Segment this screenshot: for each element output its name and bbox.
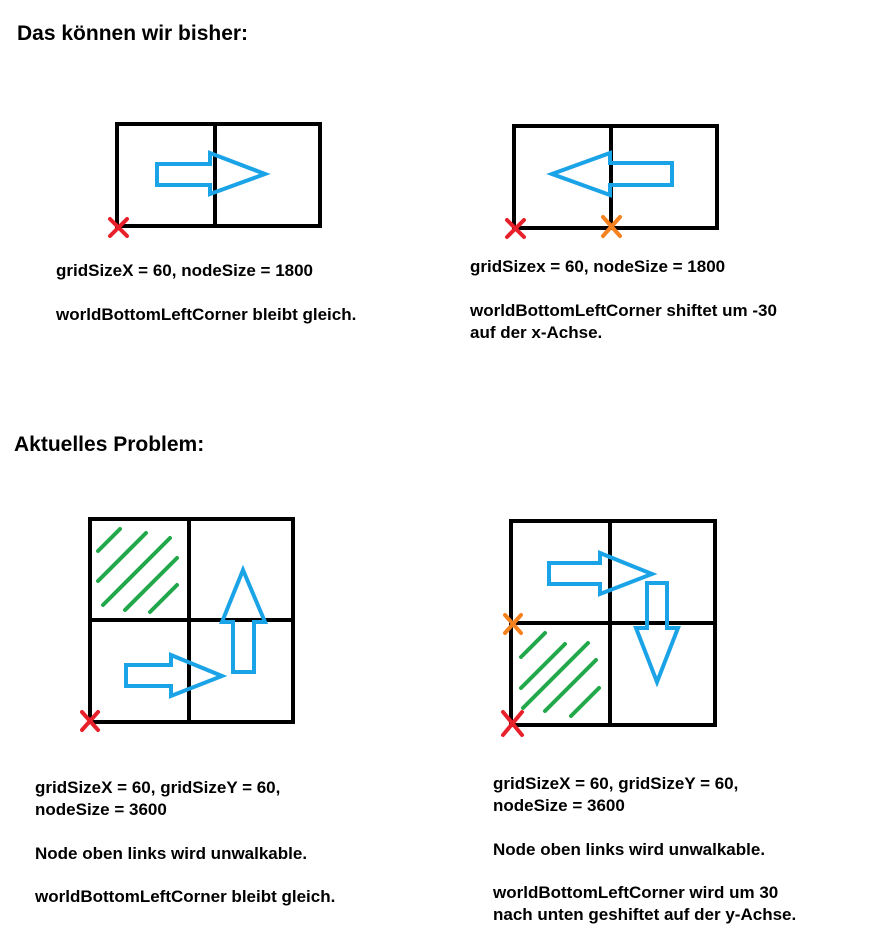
- panel-4-note: Node oben links wird unwalkable.: [493, 840, 766, 859]
- unwalkable-hatch: [519, 631, 601, 718]
- diagram-panel-2: [505, 124, 719, 239]
- diagram-panel-4: [501, 519, 717, 737]
- arrow-right-icon: [155, 150, 271, 197]
- panel-3-params-line2: nodeSize = 3600: [35, 800, 167, 819]
- grid-1x2: [115, 122, 322, 228]
- panel-3-corner-note: worldBottomLeftCorner bleibt gleich.: [35, 887, 336, 906]
- panel-1-params: gridSizeX = 60, nodeSize = 1800: [56, 261, 314, 280]
- arrow-left-icon: [546, 150, 674, 198]
- unwalkable-hatch: [96, 527, 179, 614]
- red-x-marker-icon: [108, 217, 129, 238]
- panel-2-note-line1: worldBottomLeftCorner shiftet um -30: [470, 301, 777, 320]
- arrow-down-icon: [633, 581, 681, 688]
- grid-1x2: [512, 124, 719, 230]
- panel-3-params-line1: gridSizeX = 60, gridSizeY = 60,: [35, 778, 281, 797]
- panel-3-note: Node oben links wird unwalkable.: [35, 844, 308, 863]
- panel-2-params: gridSizex = 60, nodeSize = 1800: [470, 257, 726, 276]
- heading-bottom: Aktuelles Problem:: [14, 433, 205, 456]
- panel-4-params-line2: nodeSize = 3600: [493, 796, 625, 815]
- arrow-up-icon: [219, 564, 269, 674]
- panel-4-corner-note-line1: worldBottomLeftCorner wird um 30: [493, 883, 779, 902]
- diagram-panel-3: [80, 517, 295, 732]
- panel-1-note: worldBottomLeftCorner bleibt gleich.: [56, 305, 357, 324]
- red-x-marker-icon: [505, 218, 526, 239]
- panel-2-note-line2: auf der x-Achse.: [470, 323, 603, 342]
- diagram-panel-1: [108, 122, 322, 238]
- panel-4-params-line1: gridSizeX = 60, gridSizeY = 60,: [493, 774, 739, 793]
- red-x-marker-icon: [80, 710, 100, 732]
- red-x-marker-icon: [501, 710, 524, 737]
- orange-x-marker-icon: [601, 215, 622, 238]
- heading-top: Das können wir bisher:: [17, 22, 249, 45]
- arrow-right-icon: [124, 652, 228, 699]
- orange-x-marker-icon: [503, 613, 523, 635]
- arrow-right-icon: [547, 550, 658, 597]
- panel-4-corner-note-line2: nach unten geshiftet auf der y-Achse.: [493, 905, 797, 924]
- grid-2x2: [509, 519, 717, 727]
